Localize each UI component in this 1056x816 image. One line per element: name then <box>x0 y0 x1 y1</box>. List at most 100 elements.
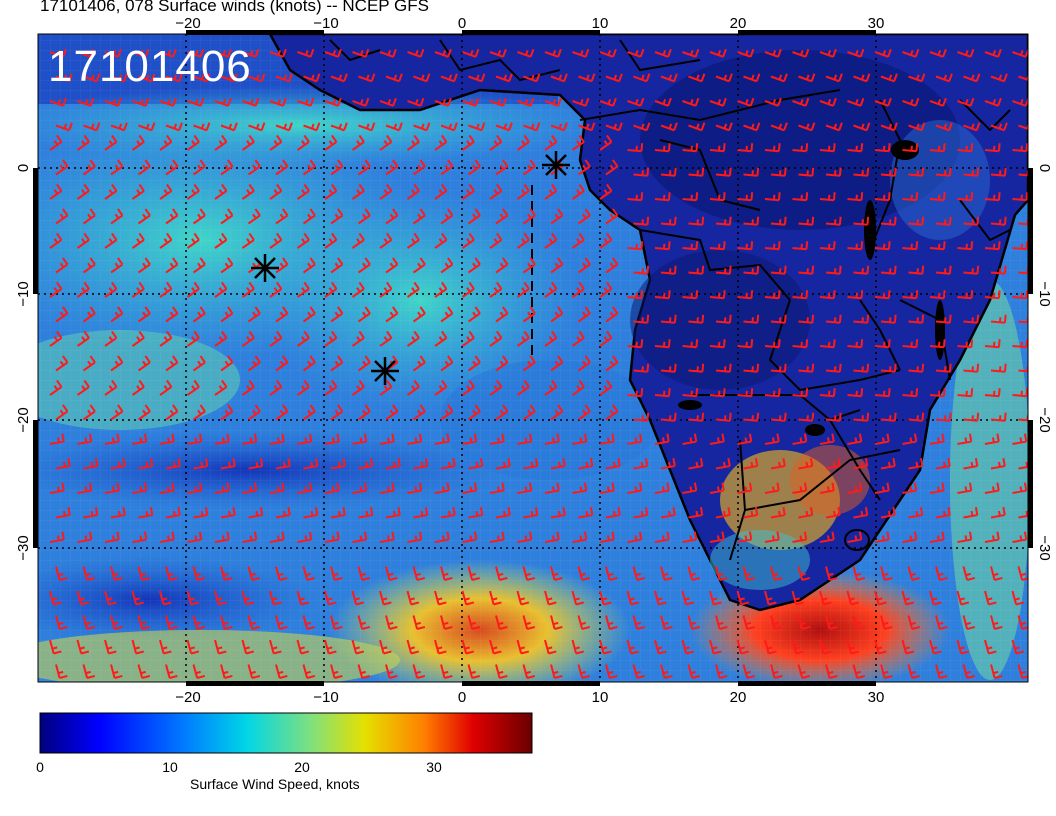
wind-barb <box>138 73 156 83</box>
wind-barb <box>819 482 835 494</box>
wind-barb <box>269 48 287 58</box>
wind-barb <box>76 379 90 396</box>
wind-barb <box>407 48 425 58</box>
wind-barb <box>550 306 564 323</box>
wind-barb <box>847 192 864 202</box>
wind-barb <box>963 314 980 324</box>
wind-barb <box>632 615 646 630</box>
wind-barb <box>110 257 124 274</box>
wind-barb <box>186 183 200 200</box>
wind-barb <box>302 615 316 630</box>
wind-barb <box>76 330 90 347</box>
wind-barb <box>627 531 643 543</box>
wind-barb <box>522 208 536 225</box>
wind-barb <box>275 208 289 225</box>
wind-barb <box>214 433 230 445</box>
wind-barb <box>165 615 178 630</box>
wind-barb <box>379 379 393 396</box>
wind-barb <box>764 48 782 58</box>
wind-speed-field <box>38 34 1028 682</box>
wind-barb <box>77 48 95 58</box>
wind-barb <box>908 507 924 519</box>
wind-barb <box>357 566 371 581</box>
wind-barb <box>709 531 725 543</box>
wind-barb <box>632 566 646 581</box>
wind-barb <box>517 433 533 445</box>
wind-barb <box>275 615 288 630</box>
wind-barb <box>908 412 925 422</box>
wind-barb <box>764 433 780 445</box>
wind-barb <box>984 531 1000 543</box>
wind-barb <box>297 97 315 107</box>
wind-barb <box>434 183 448 200</box>
wind-barb <box>330 458 346 470</box>
wind-barb <box>688 412 705 422</box>
wind-barb <box>247 615 261 630</box>
wind-barb <box>572 48 590 58</box>
wind-barb <box>241 183 255 200</box>
wind-barb <box>764 590 777 606</box>
wind-barb <box>467 208 481 225</box>
wind-barb <box>957 339 974 349</box>
wind-barb <box>633 507 649 519</box>
wind-barb <box>248 73 266 83</box>
wind-barb <box>990 566 1003 581</box>
wind-barb <box>77 482 93 494</box>
lat-label-right: −10 <box>1036 281 1053 306</box>
wind-barb <box>935 412 952 422</box>
wind-barb <box>467 615 481 630</box>
wind-barb <box>385 208 399 225</box>
wind-barb <box>412 306 426 323</box>
wind-barb <box>131 379 145 396</box>
wind-barb <box>517 48 535 58</box>
wind-barb <box>55 566 68 581</box>
wind-barb <box>275 664 288 679</box>
wind-barb <box>599 531 615 543</box>
wind-barb <box>247 664 261 679</box>
wind-barb <box>874 590 887 606</box>
wind-barb <box>963 265 980 275</box>
wind-barb <box>248 507 264 519</box>
wind-barb <box>358 458 374 470</box>
wind-barb <box>957 290 974 300</box>
wind-barb <box>495 159 509 176</box>
wind-barb <box>187 482 203 494</box>
wind-barb <box>357 159 371 176</box>
wind-barb <box>110 615 123 630</box>
wind-barb <box>55 159 69 176</box>
wind-barb <box>489 48 507 58</box>
wind-barb <box>957 192 974 202</box>
wind-barb <box>489 433 505 445</box>
wind-barb <box>242 97 260 107</box>
wind-barb <box>434 48 452 58</box>
wind-barb <box>929 143 946 153</box>
wind-barb <box>104 48 122 58</box>
wind-barb <box>192 355 206 372</box>
wind-barb <box>550 73 568 83</box>
wind-barb <box>159 134 173 151</box>
wind-barb <box>523 122 541 132</box>
wind-barb <box>247 159 261 176</box>
wind-barb <box>495 458 511 470</box>
wind-barb <box>303 122 321 132</box>
wind-barb <box>654 590 667 606</box>
lon-label-bottom: −10 <box>313 689 338 706</box>
wind-barb <box>792 241 809 251</box>
wind-barb <box>715 458 731 470</box>
wind-barb <box>825 122 843 132</box>
wind-barb <box>577 208 591 225</box>
wind-barb <box>49 531 65 543</box>
wind-barb <box>82 566 96 581</box>
wind-barb <box>797 615 811 630</box>
wind-barb <box>275 458 291 470</box>
wind-barb <box>413 73 431 83</box>
wind-barb <box>880 73 898 83</box>
wind-barb <box>654 639 667 655</box>
wind-barb <box>214 639 227 655</box>
wind-barb <box>688 507 704 519</box>
wind-barb <box>241 379 255 396</box>
wind-barb <box>104 281 118 298</box>
wind-barb <box>214 330 228 347</box>
wind-barb <box>461 232 475 249</box>
wind-barb <box>247 404 261 421</box>
